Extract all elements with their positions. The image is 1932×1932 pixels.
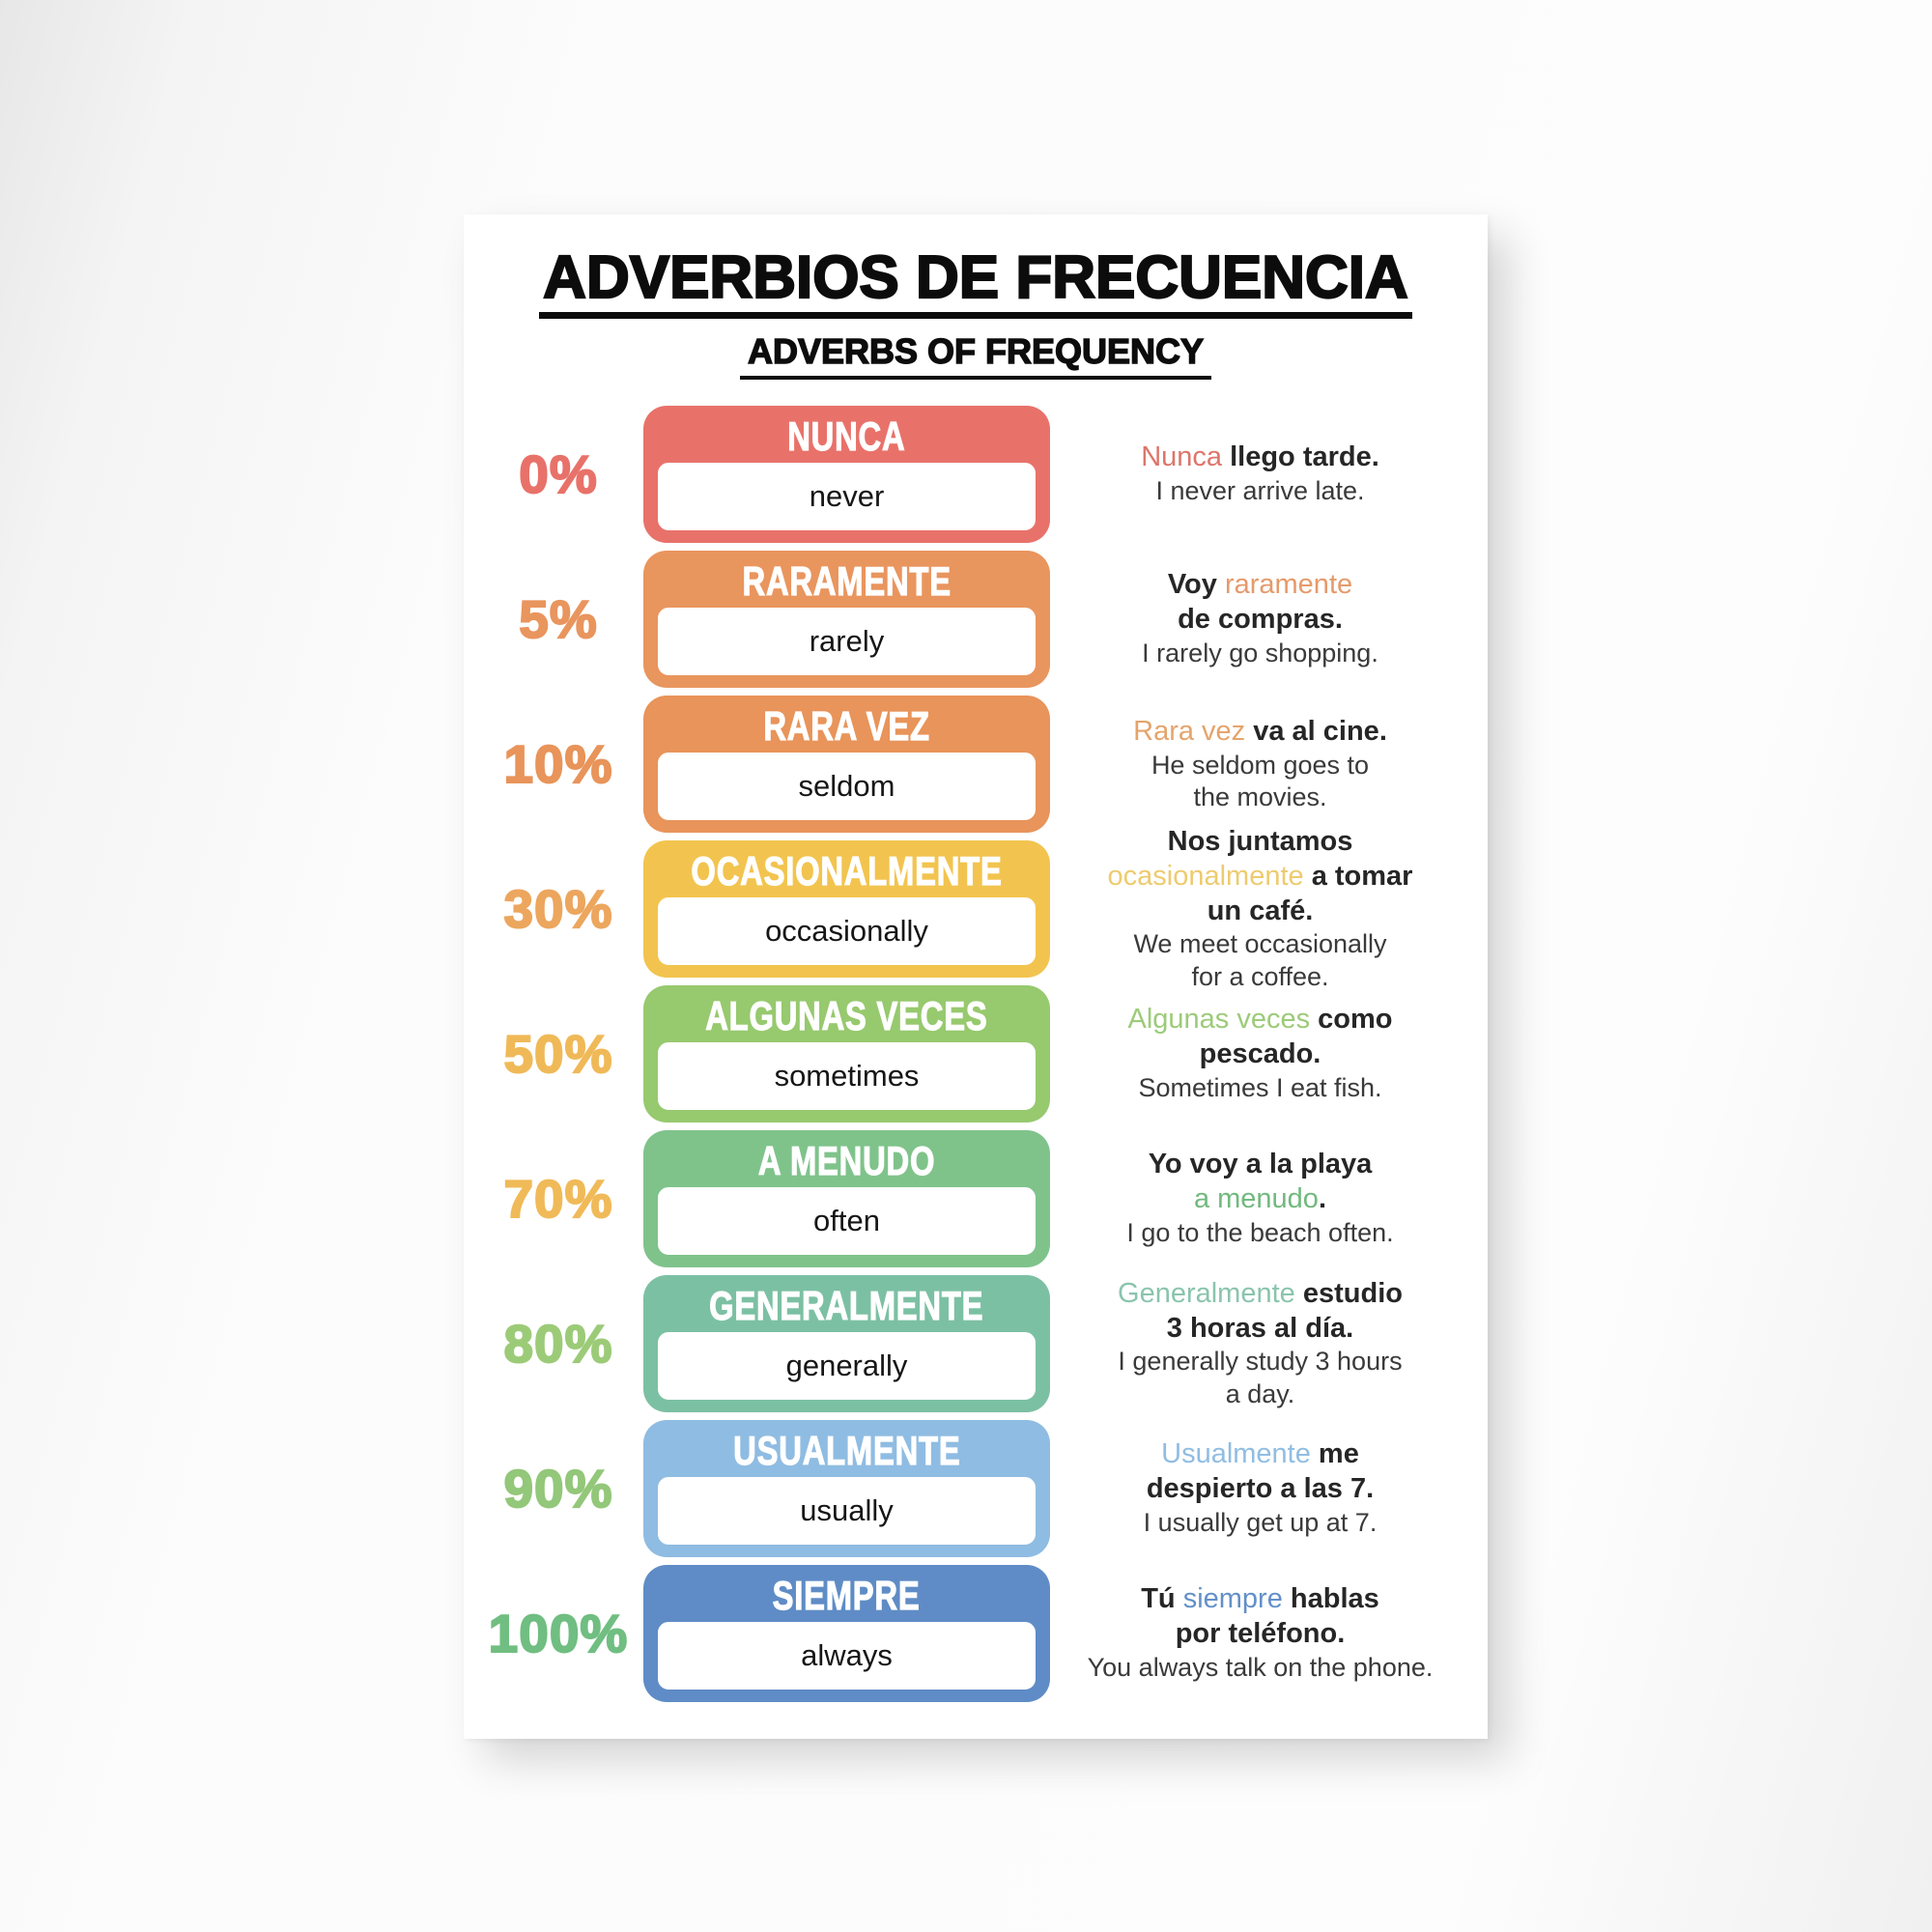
example-spanish: Voy raramente de compras.	[1167, 569, 1353, 636]
english-adverb-box: usually	[655, 1474, 1038, 1548]
percent-cell: 5%	[464, 551, 643, 688]
example-block: Tú siempre hablas por teléfono. You alwa…	[1050, 1565, 1488, 1702]
percent-cell: 50%	[464, 985, 643, 1122]
english-adverb-label: occasionally	[765, 914, 928, 948]
spanish-adverb-label: ALGUNAS VECES	[705, 992, 988, 1038]
poster-subtitle: ADVERBS OF FREQUENCY	[739, 331, 1212, 381]
example-english: I go to the beach often.	[1126, 1218, 1394, 1248]
english-adverb-label: often	[813, 1204, 880, 1237]
example-english: We meet occasionally for a coffee.	[1133, 929, 1387, 991]
example-block: Voy raramente de compras. I rarely go sh…	[1050, 551, 1488, 688]
adverb-card-header: GENERALMENTE	[643, 1275, 1050, 1337]
english-adverb-box: never	[655, 460, 1038, 533]
percent-label: 5%	[518, 588, 598, 650]
example-english: I rarely go shopping.	[1142, 639, 1378, 668]
adverb-card-header: NUNCA	[643, 406, 1050, 468]
english-adverb-label: usually	[800, 1493, 894, 1527]
english-adverb-label: always	[801, 1638, 893, 1672]
english-adverb-box: occasionally	[655, 895, 1038, 968]
example-block: Generalmente estudio 3 horas al día. I g…	[1050, 1275, 1488, 1412]
english-adverb-box: often	[655, 1184, 1038, 1258]
percent-label: 30%	[502, 878, 613, 940]
percent-cell: 90%	[464, 1420, 643, 1557]
example-block: Usualmente me despierto a las 7. I usual…	[1050, 1420, 1488, 1557]
percent-label: 70%	[502, 1168, 613, 1230]
spanish-adverb-label: USUALMENTE	[732, 1427, 961, 1473]
adverb-card: ALGUNAS VECES sometimes	[643, 985, 1050, 1122]
example-english: He seldom goes to the movies.	[1151, 750, 1370, 811]
percent-label: 90%	[502, 1458, 613, 1520]
adverb-card-header: RARAMENTE	[643, 551, 1050, 612]
example-spanish: Algunas veces como pescado.	[1127, 1004, 1393, 1070]
percent-label: 50%	[502, 1023, 613, 1085]
adverb-card: GENERALMENTE generally	[643, 1275, 1050, 1412]
example-spanish: Yo voy a la playa a menudo.	[1148, 1149, 1373, 1215]
example-spanish: Nunca llego tarde.	[1141, 441, 1379, 473]
spanish-adverb-label: SIEMPRE	[773, 1572, 921, 1618]
english-adverb-label: generally	[785, 1349, 908, 1382]
example-block: Rara vez va al cine. He seldom goes to t…	[1050, 696, 1488, 833]
adverb-card: USUALMENTE usually	[643, 1420, 1050, 1557]
example-english: I usually get up at 7.	[1143, 1508, 1378, 1538]
english-adverb-label: seldom	[798, 769, 895, 803]
frequency-rows: 0% NUNCA never Nunca llego tarde. I neve…	[464, 406, 1488, 1702]
adverb-card-header: ALGUNAS VECES	[643, 985, 1050, 1047]
english-adverb-label: never	[809, 479, 885, 513]
percent-cell: 10%	[464, 696, 643, 833]
adverb-card-header: RARA VEZ	[643, 696, 1050, 757]
adverb-card-header: OCASIONALMENTE	[643, 840, 1050, 902]
adverb-card: A MENUDO often	[643, 1130, 1050, 1267]
example-block: Yo voy a la playa a menudo. I go to the …	[1050, 1130, 1488, 1267]
example-english: I generally study 3 hours a day.	[1118, 1347, 1403, 1408]
adverb-card: SIEMPRE always	[643, 1565, 1050, 1702]
adverb-card-header: A MENUDO	[643, 1130, 1050, 1192]
example-block: Algunas veces como pescado. Sometimes I …	[1050, 985, 1488, 1122]
adverb-card: RARA VEZ seldom	[643, 696, 1050, 833]
percent-cell: 30%	[464, 840, 643, 978]
spanish-adverb-label: A MENUDO	[757, 1137, 936, 1183]
example-spanish: Tú siempre hablas por teléfono.	[1141, 1583, 1379, 1650]
english-adverb-box: sometimes	[655, 1039, 1038, 1113]
percent-label: 80%	[502, 1313, 613, 1375]
spanish-adverb-label: GENERALMENTE	[709, 1282, 984, 1328]
spanish-adverb-label: OCASIONALMENTE	[691, 847, 1003, 894]
percent-cell: 70%	[464, 1130, 643, 1267]
english-adverb-box: seldom	[655, 750, 1038, 823]
adverb-card: NUNCA never	[643, 406, 1050, 543]
adverb-card: RARAMENTE rarely	[643, 551, 1050, 688]
percent-label: 0%	[518, 443, 598, 505]
percent-cell: 100%	[464, 1565, 643, 1702]
spanish-adverb-label: NUNCA	[787, 412, 906, 459]
english-adverb-label: rarely	[809, 624, 885, 658]
percent-label: 100%	[488, 1603, 629, 1664]
example-block: Nunca llego tarde. I never arrive late.	[1050, 406, 1488, 543]
example-spanish: Rara vez va al cine.	[1133, 715, 1387, 747]
percent-cell: 0%	[464, 406, 643, 543]
frequency-poster: ADVERBIOS DE FRECUENCIA ADVERBS OF FREQU…	[464, 214, 1488, 1739]
percent-label: 10%	[502, 733, 613, 795]
adverb-card-header: USUALMENTE	[643, 1420, 1050, 1482]
english-adverb-label: sometimes	[774, 1059, 920, 1093]
poster-title: ADVERBIOS DE FRECUENCIA	[539, 245, 1412, 320]
example-spanish: Nos juntamos ocasionalmente a tomar un c…	[1107, 825, 1413, 926]
english-adverb-box: always	[655, 1619, 1038, 1692]
spanish-adverb-label: RARAMENTE	[742, 557, 952, 604]
example-english: I never arrive late.	[1155, 476, 1365, 506]
example-spanish: Usualmente me despierto a las 7.	[1146, 1438, 1375, 1505]
english-adverb-box: rarely	[655, 605, 1038, 678]
percent-cell: 80%	[464, 1275, 643, 1412]
example-spanish: Generalmente estudio 3 horas al día.	[1118, 1277, 1403, 1344]
adverb-card-header: SIEMPRE	[643, 1565, 1050, 1627]
example-block: Nos juntamos ocasionalmente a tomar un c…	[1050, 826, 1488, 991]
poster-header: ADVERBIOS DE FRECUENCIA ADVERBS OF FREQU…	[464, 245, 1488, 381]
adverb-card: OCASIONALMENTE occasionally	[643, 840, 1050, 978]
example-english: Sometimes I eat fish.	[1138, 1073, 1382, 1103]
spanish-adverb-label: RARA VEZ	[763, 702, 930, 749]
english-adverb-box: generally	[655, 1329, 1038, 1403]
example-english: You always talk on the phone.	[1087, 1653, 1434, 1683]
